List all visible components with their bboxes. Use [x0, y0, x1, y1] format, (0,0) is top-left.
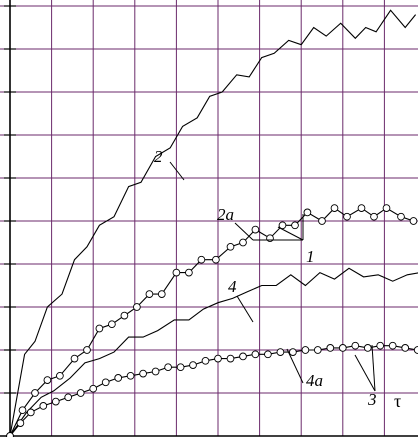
data-point-2a — [409, 217, 418, 225]
data-point-4a — [251, 350, 260, 359]
data-point-2a — [397, 212, 405, 221]
data-point-2a — [357, 204, 366, 212]
data-point-2a — [172, 268, 181, 277]
data-point-2a — [197, 255, 206, 264]
label-2a: 2a — [217, 205, 234, 224]
data-point-4a — [39, 402, 48, 410]
data-point-2a — [370, 212, 378, 221]
data-point-4a — [388, 341, 397, 350]
data-point-4a — [26, 408, 35, 417]
data-point-4a — [313, 346, 322, 354]
data-point-4a — [239, 352, 247, 361]
series-2a — [6, 204, 418, 437]
data-point-4a — [226, 354, 235, 363]
data-point-2a — [239, 238, 247, 247]
data-point-2a — [95, 324, 104, 333]
data-point-2a — [330, 204, 339, 212]
x-axis-label: τ — [394, 391, 401, 411]
data-point-2a — [343, 212, 351, 221]
series-line-4a — [9, 345, 418, 437]
data-point-4a — [289, 348, 297, 356]
data-point-4a — [89, 384, 98, 393]
data-point-2a — [108, 320, 116, 329]
data-point-4a — [6, 432, 14, 437]
data-point-4a — [413, 346, 418, 354]
data-point-2a — [18, 406, 27, 415]
leader-2 — [169, 161, 185, 181]
data-point-4a — [64, 393, 73, 402]
data-point-2a — [303, 208, 312, 217]
data-point-4a — [376, 341, 385, 350]
annotation-labels: 2 2a 1 4 4a 3 τ — [154, 147, 401, 411]
data-point-4a — [189, 361, 197, 369]
label-2: 2 — [154, 147, 163, 166]
data-point-4a — [101, 378, 110, 387]
ticks — [4, 5, 16, 394]
data-point-2a — [226, 242, 235, 251]
data-point-4a — [139, 369, 147, 378]
series-2 — [9, 9, 417, 437]
data-point-2a — [56, 371, 64, 380]
leader-2a — [234, 222, 254, 241]
data-point-4a — [338, 344, 347, 352]
data-point-2a — [251, 225, 260, 234]
data-point-2a — [278, 221, 287, 230]
leader-3-a — [354, 354, 376, 392]
data-point-2a — [133, 303, 141, 311]
data-point-2a — [43, 376, 52, 384]
label-3: 3 — [367, 390, 377, 409]
label-4a: 4a — [306, 371, 323, 390]
data-point-4a — [201, 356, 210, 365]
leader-1-b — [277, 226, 304, 241]
annotation-leaders — [169, 161, 376, 392]
data-point-4a — [276, 348, 285, 356]
data-point-4a — [401, 344, 410, 352]
data-point-2a — [31, 389, 39, 397]
data-point-4a — [363, 344, 372, 352]
data-point-2a — [120, 311, 129, 320]
data-point-4a — [151, 367, 160, 376]
series-line-2 — [9, 9, 417, 437]
data-point-4a — [214, 354, 222, 363]
data-point-4a — [351, 341, 360, 350]
data-point-4a — [301, 346, 310, 354]
series-layer — [6, 9, 418, 437]
data-point-4a — [126, 371, 135, 380]
label-4: 4 — [228, 277, 237, 296]
leader-4a — [286, 348, 304, 384]
series-4a — [6, 341, 418, 437]
data-point-4a — [164, 363, 172, 372]
series-4 — [9, 267, 418, 437]
data-point-2a — [185, 268, 193, 277]
data-point-4a — [176, 363, 185, 372]
data-point-4a — [264, 350, 272, 359]
series-line-4 — [9, 267, 418, 437]
data-point-2a — [70, 354, 79, 363]
data-point-4a — [51, 397, 60, 406]
data-point-2a — [145, 290, 154, 298]
data-point-2a — [382, 204, 391, 212]
label-1: 1 — [306, 247, 315, 266]
leader-4 — [236, 295, 254, 323]
data-point-2a — [291, 221, 299, 230]
data-point-2a — [266, 234, 274, 243]
data-point-2a — [212, 255, 220, 264]
data-point-2a — [318, 217, 326, 225]
data-point-4a — [76, 389, 85, 397]
leader-3-b — [371, 344, 376, 392]
data-point-2a — [157, 290, 166, 298]
data-point-4a — [16, 419, 25, 427]
data-point-2a — [83, 346, 91, 354]
data-point-4a — [326, 344, 335, 352]
data-point-4a — [114, 374, 123, 382]
series-line-2a — [9, 207, 414, 437]
